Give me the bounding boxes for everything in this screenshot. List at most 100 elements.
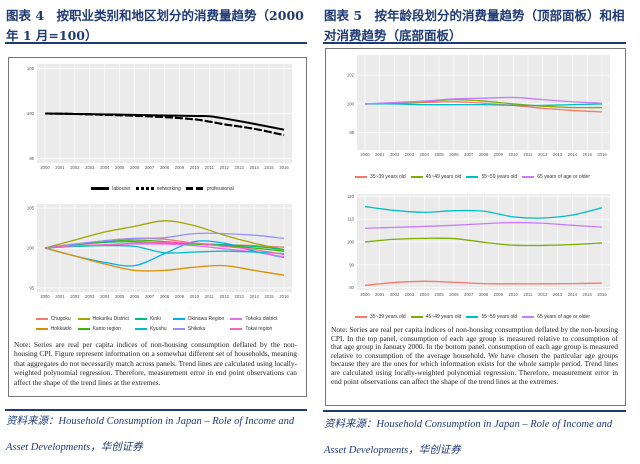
source-divider — [5, 409, 307, 411]
x-tick-label: 2000 — [40, 165, 50, 170]
x-tick-label: 2012 — [538, 152, 548, 157]
legend-occupation: labourer networking professional — [40, 184, 290, 193]
x-tick-label: 2001 — [55, 165, 65, 170]
x-tick-label: 2003 — [85, 165, 95, 170]
legend-item: networking — [135, 184, 181, 193]
legend-label: professional — [206, 185, 234, 192]
y-tick-label: 90 — [349, 262, 354, 267]
chart-svg: 2000 2001 2002 2003 2004 2005 2006 2007 2008 2009… — [27, 64, 292, 170]
y-tick-label: 100 — [347, 240, 355, 245]
legend-swatch — [410, 175, 423, 178]
legend-swatch — [354, 175, 367, 178]
legend-label: labourer — [112, 185, 131, 192]
x-tick-label: 2008 — [160, 294, 170, 299]
title-divider — [323, 42, 626, 44]
x-tick-label: 2010 — [508, 152, 518, 157]
series-line — [44, 232, 285, 249]
legend-swatch — [35, 317, 48, 320]
series-line — [364, 221, 603, 229]
legend-age-top: 35~39 years old 45~49 years old 55~59 year… — [330, 172, 620, 181]
x-tick-label: 2015 — [264, 294, 274, 299]
x-tick-label: 2008 — [160, 165, 170, 170]
legend-swatch — [172, 317, 185, 320]
x-tick-label: 2001 — [375, 292, 385, 297]
x-tick-label: 2013 — [235, 165, 245, 170]
figure-4-note: Note: Series are real per capita indices… — [14, 340, 297, 387]
x-tick-label: 2007 — [145, 294, 155, 299]
legend-label: 35~39 years old — [369, 313, 406, 320]
legend-label: 35~39 years old — [369, 173, 406, 180]
legend-label: 65 years of age or older — [537, 173, 590, 180]
figure-4-title: 图表 4 按职业类别和地区划分的消费量趋势（2000 年 1 月=100） — [6, 8, 304, 43]
legend-swatch — [466, 315, 479, 318]
x-tick-label: 2009 — [175, 165, 185, 170]
y-tick-label: 102 — [347, 73, 355, 78]
x-tick-label: 2009 — [175, 294, 185, 299]
x-tick-label: 2012 — [220, 294, 230, 299]
legend-swatch — [134, 317, 147, 320]
x-tick-label: 2009 — [494, 152, 504, 157]
legend-item: 45~49 years old — [410, 312, 461, 321]
x-tick-label: 2013 — [553, 292, 563, 297]
legend-swatch — [466, 175, 479, 178]
legend-swatch — [354, 315, 367, 318]
x-tick-label: 2016 — [279, 294, 289, 299]
legend-item: 45~49 years old — [410, 172, 461, 181]
legend-label: Tokai region — [245, 325, 273, 332]
x-tick-label: 2000 — [40, 294, 50, 299]
legend-label: Kyushu — [149, 325, 167, 332]
series-line — [44, 247, 285, 276]
x-tick-label: 2005 — [434, 152, 444, 157]
legend-item: Okinawa Region — [172, 314, 224, 323]
y-tick-label: 95 — [29, 156, 34, 161]
legend-age-bottom: 35~39 years old 45~49 years old 55~59 year… — [330, 312, 620, 321]
legend-swatch — [91, 187, 110, 190]
legend-label: Shikoku — [187, 325, 206, 332]
x-tick-label: 2014 — [249, 294, 259, 299]
x-tick-label: 2004 — [100, 165, 110, 170]
legend-label: Hokuriku District — [92, 315, 129, 322]
chart-svg: 2000 2001 2002 2003 2004 2005 2006 2007 2008 2009… — [347, 194, 610, 297]
title-divider — [5, 42, 307, 44]
x-tick-label: 2007 — [145, 165, 155, 170]
legend-item: 55~59 years old — [466, 312, 517, 321]
x-tick-label: 2001 — [55, 294, 65, 299]
y-tick-label: 105 — [27, 66, 35, 71]
x-tick-label: 2008 — [479, 152, 489, 157]
x-tick-label: 2006 — [449, 152, 459, 157]
legend-label: Chugoku — [50, 315, 71, 322]
x-tick-label: 2010 — [190, 294, 200, 299]
legend-item: Kyushu — [134, 324, 167, 333]
x-tick-label: 2011 — [205, 294, 215, 299]
legend-item: Chugoku — [35, 314, 72, 323]
legend-item: 35~39 years old — [354, 312, 406, 321]
series-line — [364, 103, 603, 107]
x-tick-label: 2016 — [279, 165, 289, 170]
x-tick-label: 2003 — [405, 152, 415, 157]
x-tick-label: 2004 — [100, 294, 110, 299]
figure-4-source: 资料来源：Household Consumption in Japan – Ro… — [6, 416, 295, 453]
x-tick-label: 2013 — [553, 152, 563, 157]
x-tick-label: 2002 — [70, 165, 80, 170]
figure-5-note: Note: Series are real per capita indices… — [331, 325, 618, 386]
y-tick-label: 80 — [349, 285, 354, 290]
x-tick-label: 2012 — [538, 292, 548, 297]
x-tick-label: 2014 — [568, 292, 578, 297]
x-tick-label: 2002 — [70, 294, 80, 299]
x-tick-label: 2006 — [130, 294, 140, 299]
series-line — [364, 98, 603, 109]
series-line — [44, 241, 285, 256]
x-tick-label: 2003 — [405, 292, 415, 297]
chart-svg: 2000 2001 2002 2003 2004 2005 2006 2007 2008 2009… — [347, 55, 610, 157]
legend-swatch — [230, 317, 243, 320]
legend-label: networking — [156, 185, 181, 192]
x-tick-label: 2011 — [523, 152, 533, 157]
legend-item: 55~59 years old — [466, 172, 517, 181]
x-tick-label: 2010 — [190, 165, 200, 170]
x-tick-label: 2002 — [390, 292, 400, 297]
x-tick-label: 2002 — [390, 152, 400, 157]
y-tick-label: 95 — [29, 286, 34, 291]
figure-5-source: 资料来源：Household Consumption in Japan – Ro… — [324, 419, 613, 456]
y-tick-label: 100 — [347, 101, 355, 106]
y-tick-label: 100 — [27, 111, 35, 116]
